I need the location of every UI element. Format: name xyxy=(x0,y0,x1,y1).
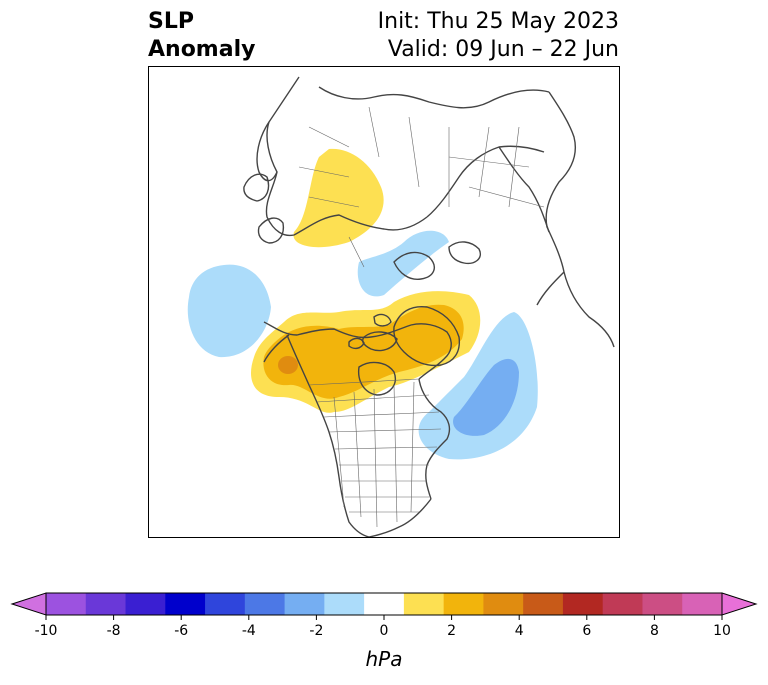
colorbar-tick-label: -8 xyxy=(107,623,121,639)
map-panel xyxy=(148,66,620,538)
colorbar-swatch xyxy=(165,593,206,615)
colorbar-swatch xyxy=(682,593,723,615)
colorbar-swatch xyxy=(364,593,405,615)
colorbar-swatch xyxy=(483,593,524,615)
colorbar-tick-label: 6 xyxy=(582,623,591,639)
colorbar-extend-low xyxy=(10,592,47,616)
colorbar-swatch xyxy=(642,593,683,615)
colorbar-swatch xyxy=(244,593,286,615)
map-title: SLP Anomaly xyxy=(148,8,255,64)
polar-map xyxy=(187,76,615,537)
contour-siberia-high xyxy=(293,148,384,248)
colorbar-scale: -10 -8 -6 -4 -2 0 2 4 6 8 10 xyxy=(10,592,758,639)
colorbar-tick-label: -10 xyxy=(35,623,58,639)
colorbar-extend-high xyxy=(721,592,758,616)
valid-range: Valid: 09 Jun – 22 Jun xyxy=(387,37,619,62)
coastlines xyxy=(243,76,615,537)
colorbar-swatch xyxy=(324,593,365,615)
contour-north-atlantic-low-core xyxy=(453,358,519,436)
colorbar-swatch xyxy=(562,593,604,615)
contour-arctic-low xyxy=(357,230,449,297)
colorbar-tick-label: -2 xyxy=(309,623,323,639)
forecast-dates: Init: Thu 25 May 2023 Valid: 09 Jun – 22… xyxy=(378,8,619,64)
colorbar: -10 -8 -6 -4 -2 0 2 4 6 8 10 hPa xyxy=(0,585,768,685)
contour-north-pacific-low xyxy=(187,264,271,358)
colorbar-tick-label: 2 xyxy=(447,623,456,639)
colorbar-tick-label: 8 xyxy=(650,623,659,639)
colorbar-tick-label: -6 xyxy=(174,623,188,639)
political-borders xyxy=(298,106,545,528)
colorbar-tick-label: -4 xyxy=(242,623,256,639)
init-date: Init: Thu 25 May 2023 xyxy=(377,9,619,34)
colorbar-swatch xyxy=(85,593,127,615)
anomaly-shading xyxy=(187,148,538,460)
colorbar-swatch xyxy=(125,593,166,615)
colorbar-swatch xyxy=(602,593,643,615)
colorbar-tick-label: 4 xyxy=(515,623,524,639)
colorbar-swatch xyxy=(523,593,564,615)
colorbar-swatch xyxy=(46,593,87,615)
colorbar-swatch xyxy=(205,593,246,615)
contour-ne-pacific-high-core xyxy=(278,356,298,374)
title-line-1: SLP xyxy=(148,9,194,34)
colorbar-unit-label: hPa xyxy=(365,647,403,671)
colorbar-swatch xyxy=(284,593,325,615)
contour-ne-canada-high-core xyxy=(263,304,464,399)
colorbar-swatch xyxy=(403,593,445,615)
colorbar-swatch xyxy=(443,593,484,615)
colorbar-tick-label: 10 xyxy=(713,623,731,639)
colorbar-tick-label: 0 xyxy=(380,623,389,639)
title-line-2: Anomaly xyxy=(148,37,256,62)
